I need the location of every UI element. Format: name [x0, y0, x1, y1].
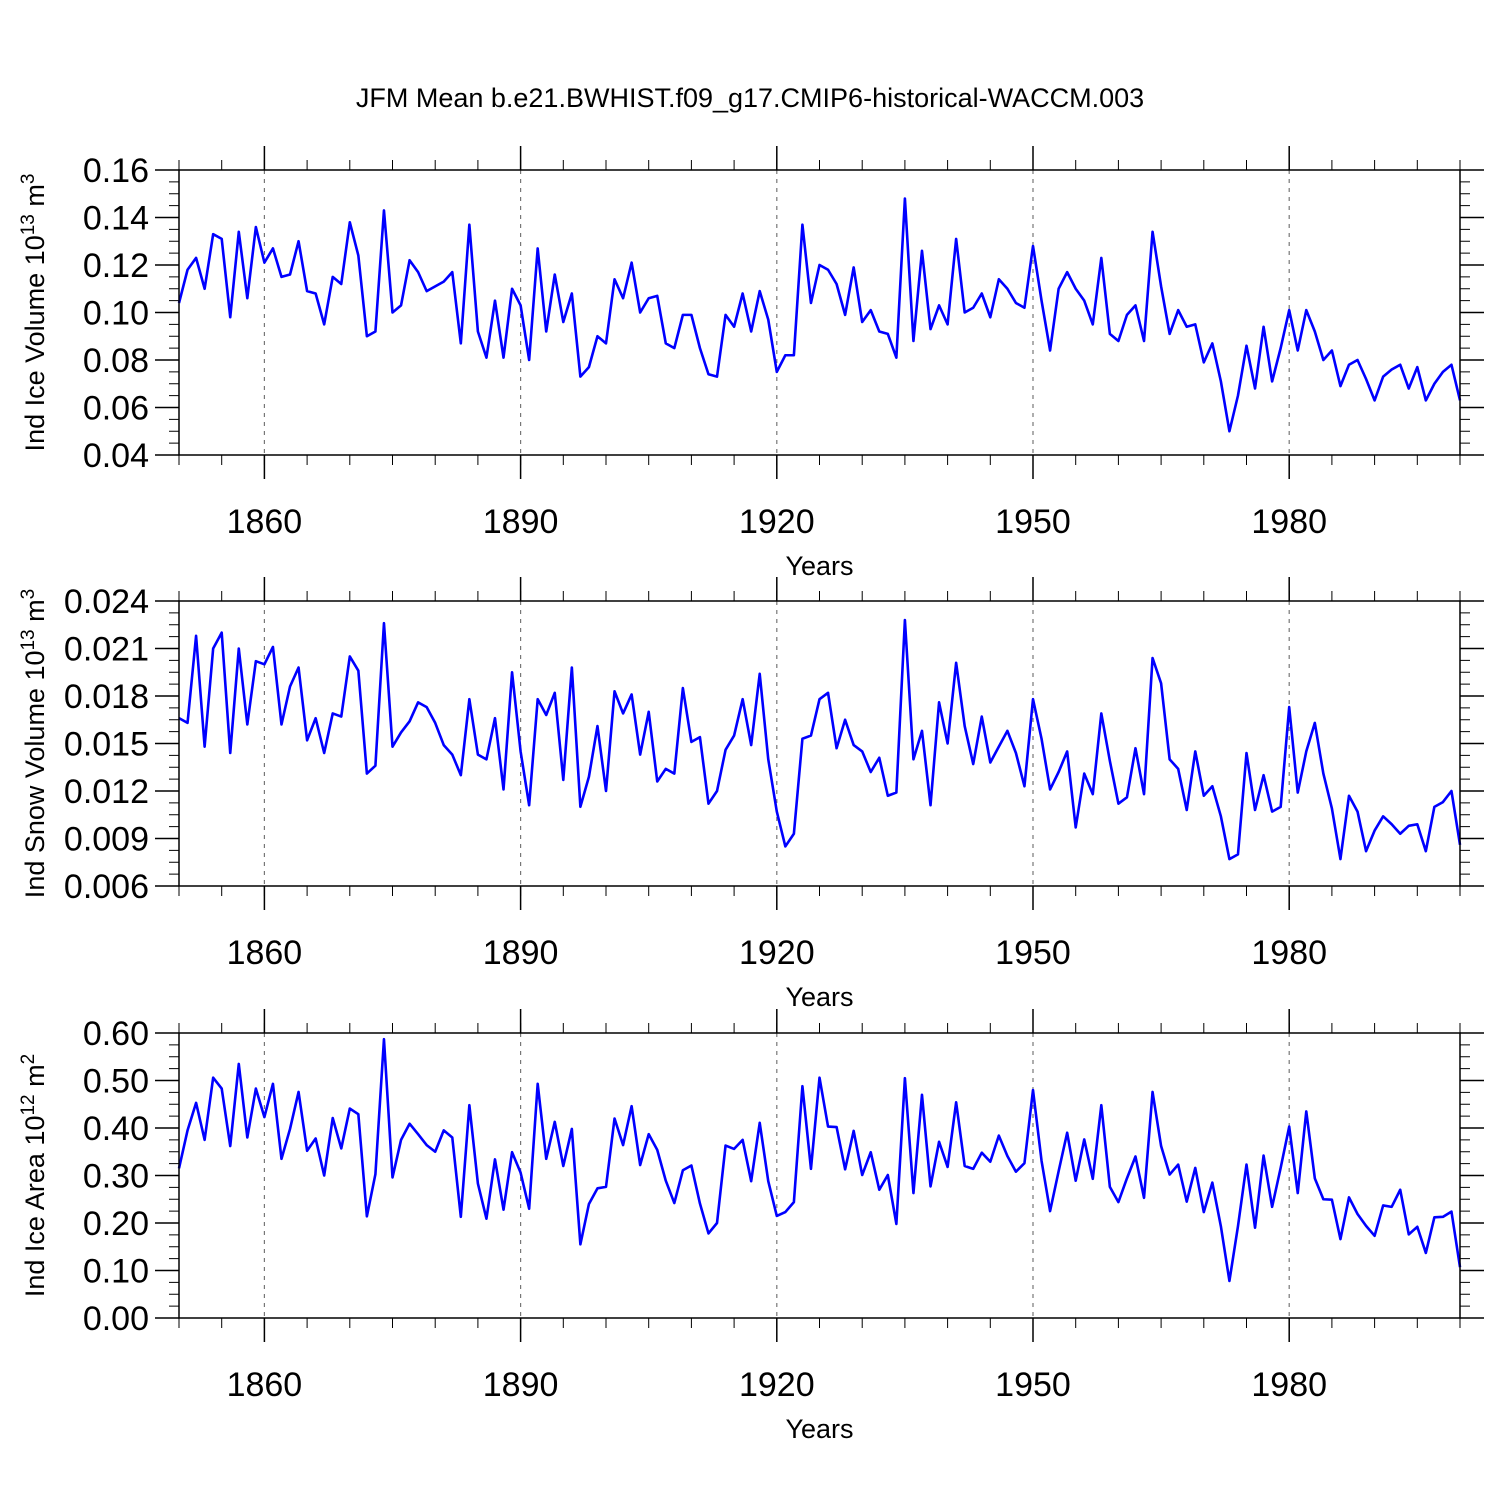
- y-tick-label: 0.10: [83, 1253, 149, 1291]
- y-tick-label: 0.015: [64, 726, 149, 764]
- plot-frame: [178, 169, 1461, 456]
- y-tick-label: 0.50: [83, 1063, 149, 1101]
- y-axis-label-superscript: 2: [18, 1054, 39, 1065]
- x-tick-label: 1950: [995, 934, 1071, 972]
- y-tick-label: 0.60: [83, 1015, 149, 1053]
- y-tick-label: 0.00: [83, 1300, 149, 1338]
- y-tick-label: 0.009: [64, 821, 149, 859]
- y-axis-label-superscript: 13: [18, 214, 39, 235]
- plot-frame: [178, 1032, 1461, 1319]
- series-line: [177, 1037, 1462, 1283]
- series-line: [178, 618, 1462, 861]
- x-tick-label: 1890: [483, 503, 559, 541]
- x-tick-label: 1890: [483, 934, 559, 972]
- x-tick-label: 1860: [227, 1366, 303, 1404]
- y-tick-label: 0.20: [83, 1205, 149, 1243]
- y-tick-label: 0.006: [64, 868, 149, 906]
- x-tick-label: 1920: [739, 934, 815, 972]
- panel-3: 0.00 0.10 0.20 0.30 0.40 0.50 0.60 1860 1890 1920…: [18, 1009, 1484, 1444]
- y-tick-label: 0.16: [83, 152, 149, 190]
- y-tick-label: 0.30: [83, 1158, 149, 1196]
- y-axis-label-part: m: [20, 599, 50, 629]
- x-tick-label: 1980: [1251, 1366, 1327, 1404]
- y-axis-label-part: Ind Ice Volume 10: [20, 235, 50, 451]
- x-axis-label: Years: [785, 1414, 853, 1444]
- y-tick-label: 0.021: [64, 631, 149, 669]
- series-line: [177, 197, 1462, 433]
- y-tick-label: 0.018: [64, 678, 149, 716]
- x-axis-label: Years: [785, 551, 853, 581]
- y-axis-label: Ind Ice Volume 1013 m3: [18, 174, 51, 452]
- x-tick-label: 1920: [739, 1366, 815, 1404]
- y-axis-label: Ind Ice Area 1012 m2: [18, 1054, 51, 1297]
- x-tick-label: 1950: [995, 1366, 1071, 1404]
- y-axis-label-superscript: 12: [18, 1094, 39, 1115]
- x-tick-label: 1980: [1251, 934, 1327, 972]
- x-tick-label: 1950: [995, 503, 1071, 541]
- x-tick-label: 1890: [483, 1366, 559, 1404]
- y-tick-label: 0.04: [83, 437, 149, 475]
- y-tick-label: 0.14: [83, 200, 149, 238]
- y-tick-label: 0.40: [83, 1110, 149, 1148]
- x-tick-label: 1980: [1251, 503, 1327, 541]
- y-axis-label-part: Ind Snow Volume 10: [20, 651, 50, 899]
- panel-1: 0.04 0.06 0.08 0.10 0.12 0.14 0.16 1860 1890 1920…: [18, 146, 1484, 581]
- plot-frame: [178, 600, 1461, 887]
- y-tick-label: 0.08: [83, 342, 149, 380]
- figure-title: JFM Mean b.e21.BWHIST.f09_g17.CMIP6-hist…: [356, 83, 1144, 113]
- y-axis-label-part: m: [20, 1064, 50, 1094]
- x-tick-label: 1920: [739, 503, 815, 541]
- y-tick-label: 0.12: [83, 247, 149, 285]
- x-tick-label: 1860: [227, 503, 303, 541]
- y-axis-label: Ind Snow Volume 1013 m3: [18, 589, 51, 898]
- y-tick-label: 0.06: [83, 390, 149, 428]
- y-axis-label-superscript: 3: [18, 174, 39, 185]
- x-axis-label: Years: [785, 982, 853, 1012]
- y-axis-label-part: Ind Ice Area 10: [20, 1116, 50, 1298]
- x-tick-label: 1860: [227, 934, 303, 972]
- y-tick-label: 0.10: [83, 295, 149, 333]
- y-axis-label-superscript: 13: [18, 629, 39, 650]
- y-tick-label: 0.012: [64, 773, 149, 811]
- y-tick-label: 0.024: [64, 583, 149, 621]
- panel-2: 0.006 0.009 0.012 0.015 0.018 0.021 0.024 1860 1…: [18, 577, 1484, 1012]
- y-axis-label-part: m: [20, 184, 50, 214]
- y-axis-label-superscript: 3: [18, 589, 39, 600]
